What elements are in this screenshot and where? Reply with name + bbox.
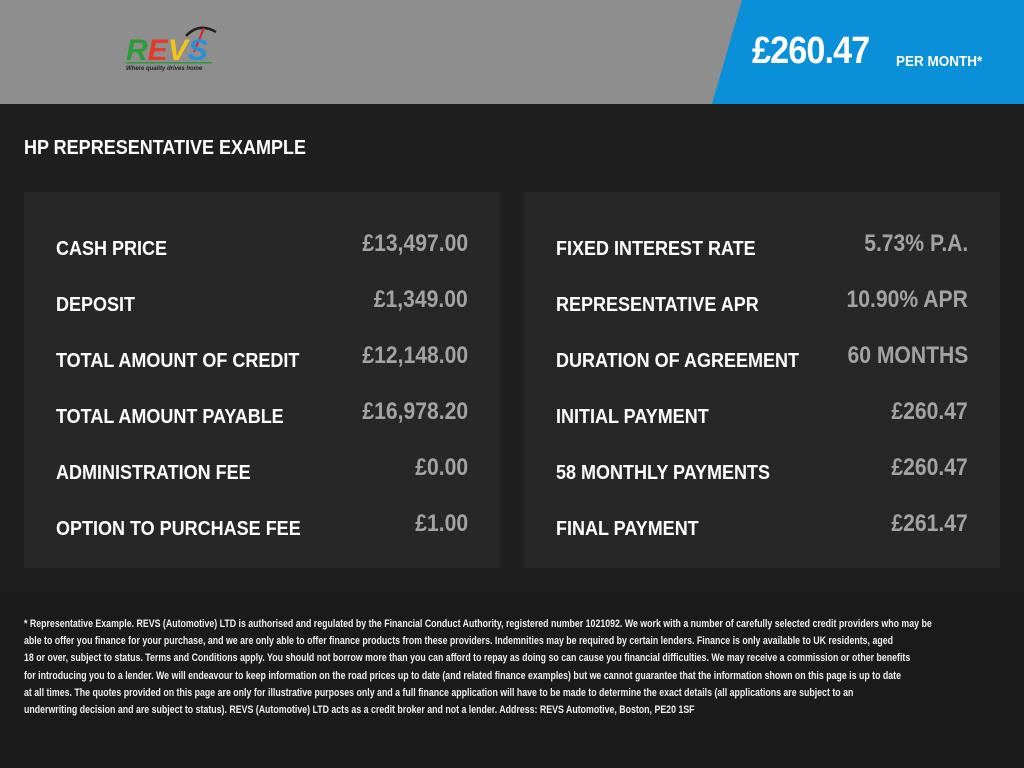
finance-value: £260.47	[891, 454, 968, 481]
page-title: HP REPRESENTATIVE EXAMPLE	[24, 137, 307, 159]
finance-label: ADMINISTRATION FEE	[56, 462, 251, 484]
finance-row: TOTAL AMOUNT PAYABLE £16,978.20	[56, 398, 468, 428]
finance-label: 58 MONTHLY PAYMENTS	[556, 462, 771, 484]
finance-row: 58 MONTHLY PAYMENTS £260.47	[556, 454, 968, 484]
disclaimer-line: at all times. The quotes provided on thi…	[24, 686, 854, 699]
disclaimer: * Representative Example. REVS (Automoti…	[24, 616, 932, 719]
finance-value: £1,349.00	[374, 286, 468, 313]
finance-label: FIXED INTEREST RATE	[556, 238, 756, 260]
finance-row: ADMINISTRATION FEE £0.00	[56, 454, 468, 484]
finance-row: FINAL PAYMENT £261.47	[556, 510, 968, 540]
price-banner	[712, 0, 1024, 104]
finance-row: DEPOSIT £1,349.00	[56, 286, 468, 316]
finance-label: DURATION OF AGREEMENT	[556, 350, 799, 372]
finance-row: INITIAL PAYMENT £260.47	[556, 398, 968, 428]
finance-row: REPRESENTATIVE APR 10.90% APR	[556, 286, 968, 316]
finance-row: DURATION OF AGREEMENT 60 MONTHS	[556, 342, 968, 372]
finance-row: OPTION TO PURCHASE FEE £1.00	[56, 510, 468, 540]
finance-label: REPRESENTATIVE APR	[556, 294, 759, 316]
svg-text:REVS: REVS	[126, 34, 208, 67]
finance-value: £0.00	[415, 454, 468, 481]
finance-row: FIXED INTEREST RATE 5.73% P.A.	[556, 230, 968, 260]
finance-value: 10.90% APR	[846, 286, 968, 313]
header: REVS Where quality drives home £260.47 P…	[0, 0, 1024, 104]
finance-value: 5.73% P.A.	[863, 230, 968, 257]
finance-panel-left: CASH PRICE £13,497.00 DEPOSIT £1,349.00 TOTA…	[24, 192, 500, 568]
finance-value: £13,497.00	[362, 230, 468, 257]
disclaimer-line: for introducing you to a lender. We will…	[24, 669, 902, 682]
finance-label: DEPOSIT	[56, 294, 136, 316]
per-month-label: PER MONTH*	[896, 53, 983, 70]
footer	[0, 592, 1024, 768]
finance-value: £16,978.20	[362, 398, 468, 425]
finance-label: OPTION TO PURCHASE FEE	[56, 518, 301, 540]
monthly-price: £260.47	[752, 30, 870, 72]
finance-row: CASH PRICE £13,497.00	[56, 230, 468, 260]
finance-label: INITIAL PAYMENT	[556, 406, 709, 428]
finance-value: 60 MONTHS	[847, 342, 968, 369]
finance-label: CASH PRICE	[56, 238, 168, 260]
revs-logo[interactable]: REVS Where quality drives home	[124, 22, 224, 74]
disclaimer-line: able to offer you finance for your purch…	[24, 635, 893, 648]
disclaimer-line: * Representative Example. REVS (Automoti…	[24, 618, 932, 630]
finance-label: TOTAL AMOUNT OF CREDIT	[56, 350, 300, 372]
finance-value: £261.47	[891, 510, 968, 537]
finance-panel-right: FIXED INTEREST RATE 5.73% P.A. REPRESENTAT…	[524, 192, 1000, 568]
svg-text:Where quality drives home: Where quality drives home	[126, 66, 203, 72]
finance-row: TOTAL AMOUNT OF CREDIT £12,148.00	[56, 342, 468, 372]
finance-label: TOTAL AMOUNT PAYABLE	[56, 406, 284, 428]
finance-value: £1.00	[415, 510, 468, 537]
finance-label: FINAL PAYMENT	[556, 518, 699, 540]
finance-value: £12,148.00	[362, 342, 468, 369]
finance-value: £260.47	[891, 398, 968, 425]
disclaimer-line: underwriting decision and are subject to…	[24, 704, 695, 717]
disclaimer-line: 18 or over, subject to status. Terms and…	[24, 652, 911, 665]
